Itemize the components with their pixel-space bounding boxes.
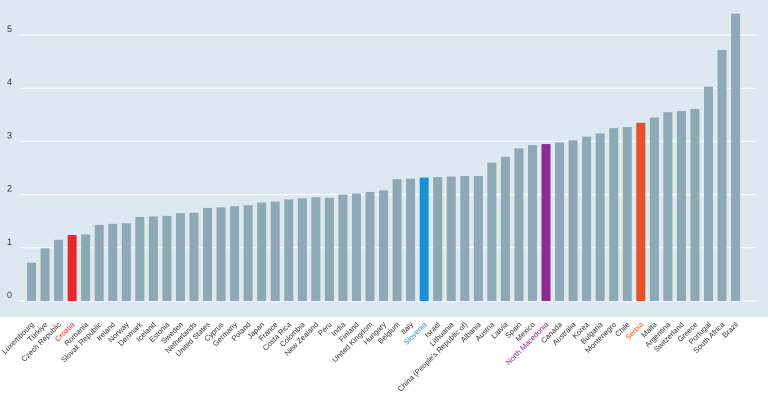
bar-japan — [257, 202, 267, 301]
bar-united-kingdom — [365, 191, 375, 301]
bar-norway — [121, 223, 131, 301]
bar-south-africa — [717, 49, 727, 302]
bar-peru — [324, 197, 334, 301]
bar-austria — [487, 162, 497, 301]
bar-israel — [433, 177, 443, 301]
y-tick-label: 3 — [7, 130, 12, 140]
bar-brazil — [731, 13, 741, 301]
bar-denmark — [135, 216, 145, 301]
bar-italy — [406, 178, 416, 301]
bar-portugal — [704, 86, 713, 301]
bar-latvia — [500, 156, 510, 301]
bar-china-people-s-republic-of — [460, 175, 470, 301]
y-tick-label: 5 — [7, 24, 12, 34]
bar-belgium — [392, 179, 402, 301]
bar-argentina — [663, 112, 673, 301]
bar-switzerland — [676, 111, 686, 301]
bar-t-rkiye — [40, 248, 50, 301]
bar-croatia — [67, 235, 77, 301]
bar-montenegro — [609, 128, 619, 301]
bar-czech-republic — [54, 239, 64, 301]
bar-slovak-republic — [94, 224, 104, 301]
bars — [27, 13, 741, 302]
bar-romania — [81, 234, 91, 301]
bar-albania — [473, 175, 483, 301]
bar-ireland — [108, 223, 118, 301]
bar-iceland — [148, 216, 158, 301]
x-category-label: Brazil — [720, 320, 740, 340]
bar-france — [270, 201, 280, 301]
bar-serbia — [636, 122, 646, 301]
bar-chile — [622, 127, 632, 301]
bar-india — [338, 194, 348, 301]
bar-cyprus — [216, 207, 226, 301]
y-tick-label: 0 — [7, 290, 12, 300]
bar-north-macedonia — [541, 144, 551, 301]
y-tick-label: 2 — [7, 184, 12, 194]
bar-estonia — [162, 215, 172, 301]
bar-korea — [582, 136, 592, 301]
bar-bulgaria — [595, 133, 605, 301]
bar-new-zealand — [311, 197, 321, 301]
bar-sweden — [175, 213, 185, 301]
bar-malta — [649, 117, 659, 302]
bar-greece — [690, 108, 700, 301]
bar-australia — [568, 140, 578, 301]
bar-united-states — [203, 207, 213, 301]
bar-colombia — [297, 198, 307, 301]
bar-costa-rica — [284, 199, 294, 301]
y-tick-label: 4 — [7, 77, 12, 87]
bar-germany — [230, 206, 240, 301]
bar-netherlands — [189, 212, 199, 301]
y-axis-tick-labels: 0 1 2 3 4 5 — [7, 24, 12, 300]
bar-hungary — [379, 190, 389, 301]
bar-luxembourg — [27, 262, 36, 301]
bar-mexico — [527, 145, 537, 301]
y-tick-label: 1 — [7, 237, 12, 247]
bar-poland — [243, 205, 253, 301]
bar-canada — [555, 142, 565, 301]
bar-lithuania — [446, 176, 456, 301]
bar-finland — [351, 193, 361, 301]
bar-slovenia — [419, 177, 429, 301]
bar-spain — [514, 148, 524, 301]
